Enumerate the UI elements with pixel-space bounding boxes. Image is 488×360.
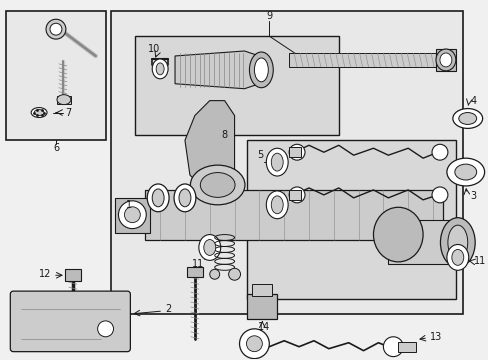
Ellipse shape xyxy=(57,95,71,105)
Bar xyxy=(115,198,150,233)
Ellipse shape xyxy=(451,249,463,265)
Ellipse shape xyxy=(446,244,468,270)
Bar xyxy=(110,11,462,314)
Text: 4: 4 xyxy=(470,96,476,105)
Text: 14: 14 xyxy=(258,322,270,332)
Ellipse shape xyxy=(203,239,215,255)
Ellipse shape xyxy=(452,109,482,129)
Text: 1: 1 xyxy=(126,200,132,210)
Bar xyxy=(145,190,442,239)
Text: 5: 5 xyxy=(257,150,263,160)
Bar xyxy=(252,284,272,296)
Circle shape xyxy=(288,144,305,160)
Ellipse shape xyxy=(458,113,476,125)
Ellipse shape xyxy=(373,207,422,262)
Circle shape xyxy=(50,23,62,35)
Text: 7: 7 xyxy=(64,108,71,117)
Bar xyxy=(288,190,301,200)
Text: 3: 3 xyxy=(470,191,476,201)
Ellipse shape xyxy=(200,172,235,197)
Circle shape xyxy=(228,268,240,280)
Ellipse shape xyxy=(266,148,287,176)
FancyBboxPatch shape xyxy=(10,291,130,352)
Circle shape xyxy=(239,329,269,359)
Ellipse shape xyxy=(435,49,455,71)
Circle shape xyxy=(118,201,146,229)
Bar xyxy=(6,11,105,140)
Text: 6: 6 xyxy=(53,143,59,153)
Text: 10: 10 xyxy=(148,44,160,54)
Circle shape xyxy=(383,337,403,357)
Polygon shape xyxy=(175,51,259,89)
Bar xyxy=(288,53,437,67)
Ellipse shape xyxy=(147,184,169,212)
Ellipse shape xyxy=(152,59,168,79)
Ellipse shape xyxy=(439,53,451,67)
Ellipse shape xyxy=(152,189,164,207)
Ellipse shape xyxy=(199,235,220,260)
Bar xyxy=(387,220,457,264)
Text: 11: 11 xyxy=(473,256,485,266)
Ellipse shape xyxy=(454,164,476,180)
Circle shape xyxy=(209,269,219,279)
Ellipse shape xyxy=(190,165,244,205)
Bar xyxy=(288,147,301,157)
Ellipse shape xyxy=(447,225,467,260)
Circle shape xyxy=(246,336,262,352)
Bar xyxy=(247,140,455,299)
Bar xyxy=(435,49,455,71)
Text: 2: 2 xyxy=(165,304,171,314)
Bar xyxy=(57,96,71,104)
Polygon shape xyxy=(184,101,234,190)
Bar xyxy=(135,36,338,135)
Text: 13: 13 xyxy=(429,332,441,342)
Text: 8: 8 xyxy=(221,130,227,140)
Ellipse shape xyxy=(249,52,273,88)
Ellipse shape xyxy=(179,189,190,207)
Circle shape xyxy=(98,321,113,337)
Ellipse shape xyxy=(271,153,283,171)
Bar xyxy=(247,294,277,319)
Ellipse shape xyxy=(34,109,44,116)
Ellipse shape xyxy=(156,63,164,75)
Bar xyxy=(397,342,415,352)
Circle shape xyxy=(288,187,305,203)
Ellipse shape xyxy=(174,184,196,212)
Ellipse shape xyxy=(446,158,484,186)
Circle shape xyxy=(124,207,140,223)
Circle shape xyxy=(431,144,447,160)
Text: 12: 12 xyxy=(39,269,51,279)
Ellipse shape xyxy=(440,218,474,267)
Ellipse shape xyxy=(266,191,287,219)
Ellipse shape xyxy=(271,196,283,214)
Ellipse shape xyxy=(254,58,268,82)
Bar xyxy=(65,269,81,281)
Bar xyxy=(186,267,203,277)
Circle shape xyxy=(431,187,447,203)
Text: 11: 11 xyxy=(191,259,203,269)
Circle shape xyxy=(46,19,66,39)
Text: 9: 9 xyxy=(265,11,272,21)
Ellipse shape xyxy=(31,108,47,117)
